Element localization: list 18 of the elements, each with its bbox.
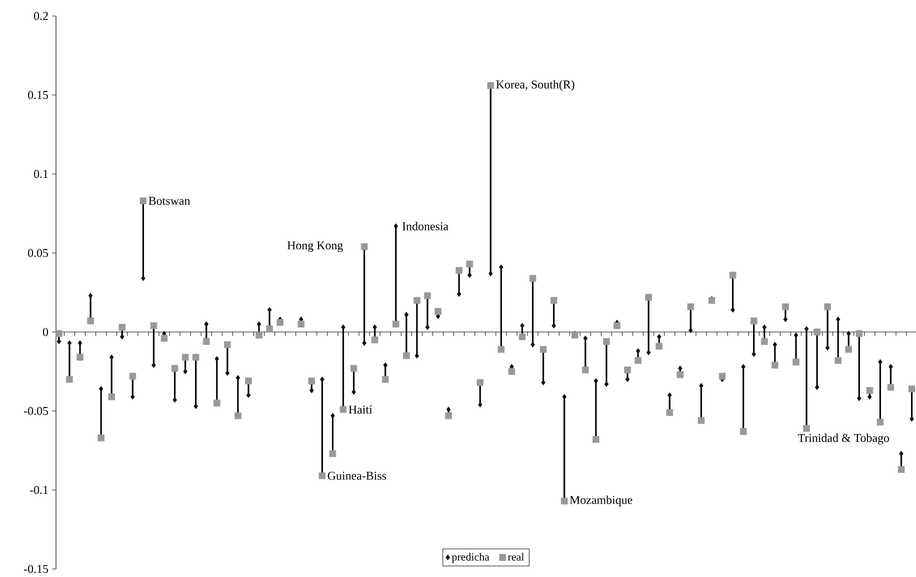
- y-tick-label: 0.1: [34, 170, 48, 178]
- annotation: Korea, South(R): [496, 80, 574, 91]
- y-tick-label: -0.1: [30, 486, 48, 494]
- y-tick-label: 0: [42, 328, 48, 336]
- annotation: Haití: [348, 405, 372, 414]
- annotation: Trinidad & Tobago: [798, 434, 890, 444]
- y-tick-label: -0.05: [24, 406, 48, 416]
- y-tick-label: 0.05: [28, 248, 48, 258]
- y-tick-label: -0.15: [24, 564, 48, 574]
- annotation: Mozambique: [570, 496, 632, 506]
- legend-label: predicha: [452, 552, 490, 563]
- y-tick-label: 0.15: [28, 90, 48, 100]
- annotation: Indonesia: [402, 222, 448, 230]
- annotation: Guinea-Biss: [328, 472, 386, 480]
- y-tick-label: 0.2: [34, 12, 48, 20]
- legend-label: real: [508, 552, 524, 561]
- annotation: Hong Kong: [287, 241, 343, 252]
- annotation: Botswan: [148, 196, 190, 205]
